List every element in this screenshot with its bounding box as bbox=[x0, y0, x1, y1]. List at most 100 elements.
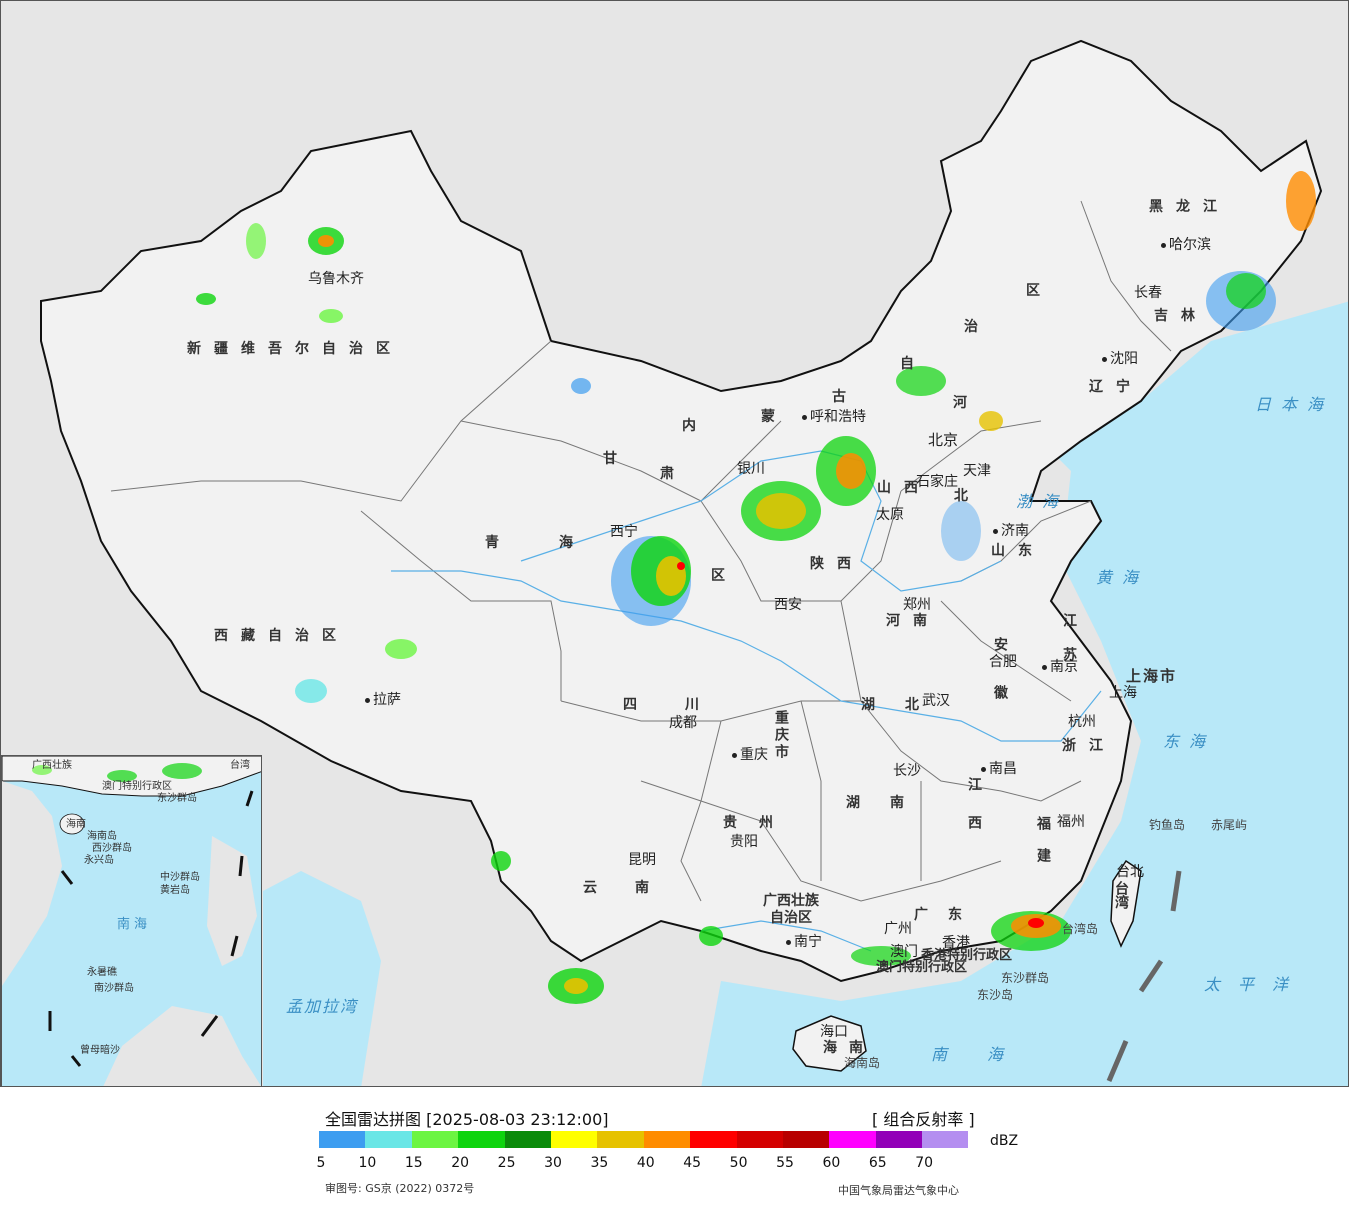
island-dongsha-islands: 东沙群岛 bbox=[1001, 971, 1050, 985]
colorbar-cell bbox=[550, 1131, 598, 1148]
city-hongkong: 香港 bbox=[942, 935, 970, 951]
inset-label-zengmu: 曾母暗沙 bbox=[80, 1045, 120, 1056]
province-label-jiangxi: 江西 bbox=[966, 777, 982, 853]
province-label-hebei-2: 北 bbox=[954, 488, 981, 504]
city-shenyang: 沈阳 bbox=[1102, 352, 1138, 366]
legend-panel: 全国雷达拼图 [2025-08-03 23:12:00] [ 组合反射率 ] d… bbox=[0, 1087, 1349, 1208]
city-taiyuan: 太原 bbox=[876, 507, 904, 523]
province-label-gansu-2: 肃 bbox=[660, 466, 687, 482]
colorbar-cell bbox=[458, 1131, 505, 1148]
city-macau: 澳门 bbox=[890, 944, 918, 960]
sea-label-south: 南海 bbox=[931, 1045, 1044, 1064]
inset-indochina bbox=[2, 781, 62, 986]
province-label-zhejiang: 浙江 bbox=[1062, 738, 1116, 754]
sea-label-bengal: 孟加拉湾 bbox=[286, 997, 359, 1016]
city-hangzhou: 杭州 bbox=[1068, 714, 1096, 730]
island-chiwei: 赤尾屿 bbox=[1211, 818, 1248, 832]
province-label-shanxi: 山西 bbox=[877, 480, 931, 496]
city-changsha: 长沙 bbox=[893, 763, 921, 779]
city-xian: 西安 bbox=[774, 597, 802, 613]
city-jinan: 济南 bbox=[993, 524, 1029, 538]
city-tianjin: 天津 bbox=[963, 463, 991, 479]
city-hohhot: 呼和浩特 bbox=[802, 410, 866, 424]
china-land bbox=[40, 39, 1323, 983]
city-xining: 西宁 bbox=[610, 524, 638, 540]
province-label-neimenggu-5: 治 bbox=[964, 319, 991, 335]
radar-map: 新疆维吾尔自治区 西藏自治区 青海 甘 肃 内 蒙 古 自 治 区 区 陕西 山… bbox=[0, 0, 1349, 1087]
hainan-island bbox=[792, 1015, 867, 1072]
city-wuhan: 武汉 bbox=[922, 693, 950, 709]
province-label-hainan: 海南 bbox=[823, 1040, 875, 1056]
city-hefei: 合肥 bbox=[989, 654, 1017, 670]
inset-label-guangxi: 广西壮族 bbox=[32, 760, 72, 771]
province-label-taiwan: 台湾 bbox=[1113, 881, 1129, 909]
city-shanghai: 上海 bbox=[1109, 685, 1137, 701]
province-label-neimenggu-3: 古 bbox=[832, 389, 859, 405]
inset-label-hainan: 海南 bbox=[66, 819, 86, 830]
province-label-hebei-1: 河 bbox=[953, 395, 980, 411]
province-label-anhui: 安徽 bbox=[992, 637, 1008, 733]
province-label-neimenggu-4: 自 bbox=[900, 356, 927, 372]
colorbar-tick-label: 55 bbox=[776, 1155, 794, 1171]
colorbar-cell bbox=[922, 1131, 969, 1148]
city-nanjing: 南京 bbox=[1042, 660, 1078, 674]
sea-label-bohai: 渤海 bbox=[1016, 492, 1069, 511]
sea-label-pacific: 太平洋 bbox=[1204, 975, 1307, 994]
inset-philippines bbox=[207, 836, 257, 966]
province-label-chongqing: 重庆市 bbox=[773, 710, 789, 761]
city-guiyang: 贵阳 bbox=[730, 834, 758, 850]
dbz-colorbar bbox=[319, 1131, 969, 1148]
city-guangzhou: 广州 bbox=[884, 921, 912, 937]
producer-credit: 中国气象局雷达气象中心 bbox=[838, 1184, 959, 1197]
colorbar-cell bbox=[597, 1131, 644, 1148]
colorbar-ticks: 5 10 15 20 25 30 35 40 45 50 55 60 65 70 bbox=[310, 1155, 970, 1171]
city-chengdu: 成都 bbox=[669, 715, 697, 731]
colorbar-unit: dBZ bbox=[990, 1133, 1019, 1149]
inset-canvas bbox=[2, 756, 261, 1086]
colorbar-cell bbox=[411, 1131, 459, 1148]
pacific-sea-area bbox=[701, 301, 1348, 1086]
province-label-henan: 河南 bbox=[886, 613, 940, 629]
city-beijing: 北京 bbox=[928, 431, 959, 449]
colorbar-cell bbox=[365, 1131, 412, 1148]
taiwan-island bbox=[1110, 859, 1142, 948]
island-taiwan: 台湾岛 bbox=[1062, 922, 1099, 936]
inset-label-dongsha: 东沙群岛 bbox=[157, 793, 197, 804]
radar-echoes bbox=[196, 171, 1316, 1004]
sea-label-east: 东海 bbox=[1163, 732, 1216, 751]
city-zhengzhou: 郑州 bbox=[903, 597, 931, 613]
colorbar-cell bbox=[829, 1131, 876, 1148]
colorbar-tick-label: 35 bbox=[590, 1155, 609, 1171]
city-changchun: 长春 bbox=[1134, 285, 1162, 301]
colorbar-cell bbox=[504, 1131, 551, 1148]
province-label-liaoning: 辽宁 bbox=[1089, 379, 1143, 395]
city-yinchuan: 银川 bbox=[737, 461, 765, 477]
province-label-neimenggu-6: 区 bbox=[1026, 283, 1053, 299]
province-label-shanghai: 上海市 bbox=[1126, 667, 1178, 685]
city-shijiazhuang: 石家庄 bbox=[916, 474, 958, 490]
colorbar-cell bbox=[782, 1131, 830, 1148]
colorbar-tick-label: 40 bbox=[636, 1155, 655, 1171]
province-label-guizhou: 贵州 bbox=[723, 815, 795, 831]
province-label-shaanxi: 陕西 bbox=[810, 556, 864, 572]
province-label-ningxia-7: 区 bbox=[711, 568, 738, 584]
colorbar-tick-label: 45 bbox=[683, 1155, 702, 1171]
south-china-sea-inset: 广西壮族 台湾 澳门特别行政区 东沙群岛 海南 海南岛 西沙群岛 永兴岛 中沙群… bbox=[1, 755, 262, 1086]
province-label-jilin: 吉林 bbox=[1154, 308, 1208, 324]
city-nanning: 南宁 bbox=[786, 935, 822, 949]
province-label-hunan: 湖南 bbox=[846, 795, 934, 811]
inset-dashes bbox=[48, 790, 254, 1067]
province-label-neimenggu-1: 内 bbox=[682, 418, 709, 434]
city-lhasa: 拉萨 bbox=[365, 693, 401, 707]
colorbar-tick-label: 30 bbox=[544, 1155, 562, 1171]
legend-title: 全国雷达拼图 [2025-08-03 23:12:00] bbox=[325, 1110, 609, 1129]
island-diaoyu: 钓鱼岛 bbox=[1149, 818, 1186, 832]
island-dongsha: 东沙岛 bbox=[977, 988, 1014, 1002]
city-urumqi: 乌鲁木齐 bbox=[308, 271, 364, 287]
province-label-hubei: 湖北 bbox=[861, 697, 949, 713]
inset-label-south-sea: 南海 bbox=[117, 917, 152, 932]
inset-label-taiwan: 台湾 bbox=[230, 760, 250, 771]
colorbar-tick-label: 50 bbox=[729, 1155, 748, 1171]
inset-borneo bbox=[103, 1006, 261, 1086]
province-label-qinghai: 青海 bbox=[485, 535, 633, 551]
